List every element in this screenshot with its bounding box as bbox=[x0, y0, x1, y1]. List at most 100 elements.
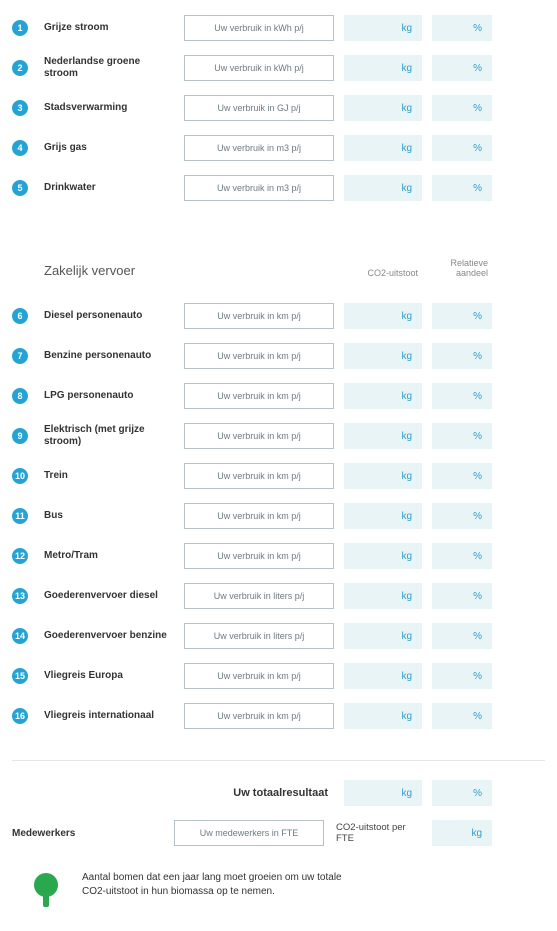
metric-kg: kg bbox=[344, 55, 422, 81]
row-label: Vliegreis Europa bbox=[44, 670, 174, 682]
metric-kg: kg bbox=[344, 383, 422, 409]
row-badge: 10 bbox=[12, 468, 28, 484]
row-badge: 9 bbox=[12, 428, 28, 444]
unit-kg: kg bbox=[471, 828, 482, 839]
metric-pct: % bbox=[432, 175, 492, 201]
consumption-input[interactable] bbox=[184, 383, 334, 409]
total-pct: % bbox=[432, 780, 492, 806]
row-label: Metro/Tram bbox=[44, 550, 174, 562]
metric-pct: % bbox=[432, 303, 492, 329]
metric-kg: kg bbox=[344, 95, 422, 121]
data-row: 12 Metro/Tram kg% bbox=[12, 536, 545, 576]
metric-pct: % bbox=[432, 463, 492, 489]
column-header-pct: Relatieve aandeel bbox=[432, 258, 492, 278]
row-label: Vliegreis internationaal bbox=[44, 710, 174, 722]
row-label: Grijze stroom bbox=[44, 22, 174, 34]
metric-kg: kg bbox=[344, 623, 422, 649]
data-row: 1 Grijze stroom kg% bbox=[12, 8, 545, 48]
fte-label: CO2-uitstoot per FTE bbox=[334, 822, 422, 844]
fte-kg: kg bbox=[432, 820, 492, 846]
row-badge: 11 bbox=[12, 508, 28, 524]
row-badge: 14 bbox=[12, 628, 28, 644]
consumption-input[interactable] bbox=[184, 703, 334, 729]
row-label: Elektrisch (met grijze stroom) bbox=[44, 424, 174, 448]
consumption-input[interactable] bbox=[184, 543, 334, 569]
metric-kg: kg bbox=[344, 135, 422, 161]
metric-pct: % bbox=[432, 423, 492, 449]
row-label: Goederenvervoer benzine bbox=[44, 630, 174, 642]
metric-pct: % bbox=[432, 583, 492, 609]
metric-kg: kg bbox=[344, 663, 422, 689]
consumption-input[interactable] bbox=[184, 15, 334, 41]
total-kg: kg bbox=[344, 780, 422, 806]
data-row: 15 Vliegreis Europa kg% bbox=[12, 656, 545, 696]
metric-pct: % bbox=[432, 15, 492, 41]
metric-pct: % bbox=[432, 95, 492, 121]
column-header-co2: CO2-uitstoot bbox=[344, 268, 422, 278]
metric-pct: % bbox=[432, 543, 492, 569]
data-row: 4Grijs gaskg% bbox=[12, 128, 545, 168]
metric-pct: % bbox=[432, 55, 492, 81]
data-row: 3Stadsverwarmingkg% bbox=[12, 88, 545, 128]
row-badge: 15 bbox=[12, 668, 28, 684]
metric-pct: % bbox=[432, 343, 492, 369]
metric-kg: kg bbox=[344, 583, 422, 609]
unit-kg: kg bbox=[401, 788, 412, 799]
total-row: Uw totaalresultaat kg % bbox=[12, 773, 545, 813]
row-label: Trein bbox=[44, 470, 174, 482]
medewerkers-label: Medewerkers bbox=[12, 828, 164, 839]
row-label: Nederlandse groene stroom bbox=[44, 56, 174, 80]
transport-section: 6Diesel personenautokg%7Benzine personen… bbox=[12, 296, 545, 736]
metric-kg: kg bbox=[344, 703, 422, 729]
row-label: Stadsverwarming bbox=[44, 102, 174, 114]
metric-pct: % bbox=[432, 383, 492, 409]
metric-kg: kg bbox=[344, 543, 422, 569]
row-label: Goederenvervoer diesel bbox=[44, 590, 174, 602]
data-row: 10 Trein kg% bbox=[12, 456, 545, 496]
row-badge: 12 bbox=[12, 548, 28, 564]
data-row: 14Goederenvervoer benzinekg% bbox=[12, 616, 545, 656]
consumption-input[interactable] bbox=[184, 583, 334, 609]
metric-pct: % bbox=[432, 703, 492, 729]
tree-icon bbox=[30, 871, 62, 911]
row-badge: 16 bbox=[12, 708, 28, 724]
metric-kg: kg bbox=[344, 175, 422, 201]
consumption-input[interactable] bbox=[184, 135, 334, 161]
metric-kg: kg bbox=[344, 15, 422, 41]
consumption-input[interactable] bbox=[184, 663, 334, 689]
tree-row: Aantal bomen dat een jaar lang moet groe… bbox=[12, 871, 545, 911]
metric-kg: kg bbox=[344, 303, 422, 329]
section-title: Zakelijk vervoer bbox=[44, 263, 174, 278]
data-row: 8 LPG personenauto kg% bbox=[12, 376, 545, 416]
metric-kg: kg bbox=[344, 503, 422, 529]
row-badge: 13 bbox=[12, 588, 28, 604]
consumption-input[interactable] bbox=[184, 503, 334, 529]
row-label: LPG personenauto bbox=[44, 390, 174, 402]
row-label: Bus bbox=[44, 510, 174, 522]
consumption-input[interactable] bbox=[184, 343, 334, 369]
data-row: 16 Vliegreis internationaal kg% bbox=[12, 696, 545, 736]
data-row: 13 Goederenvervoer diesel kg% bbox=[12, 576, 545, 616]
consumption-input[interactable] bbox=[184, 303, 334, 329]
consumption-input[interactable] bbox=[184, 175, 334, 201]
divider bbox=[12, 760, 545, 761]
transport-section-header: Zakelijk vervoer CO2-uitstoot Relatieve … bbox=[12, 258, 545, 278]
medewerkers-input[interactable] bbox=[174, 820, 324, 846]
row-badge: 1 bbox=[12, 20, 28, 36]
row-badge: 5 bbox=[12, 180, 28, 196]
consumption-input[interactable] bbox=[184, 55, 334, 81]
consumption-input[interactable] bbox=[184, 623, 334, 649]
metric-pct: % bbox=[432, 663, 492, 689]
consumption-input[interactable] bbox=[184, 463, 334, 489]
data-row: 7Benzine personenautokg% bbox=[12, 336, 545, 376]
data-row: 5 Drinkwater kg% bbox=[12, 168, 545, 208]
energy-section: 1Grijze stroomkg%2Nederlandse groene str… bbox=[12, 8, 545, 208]
consumption-input[interactable] bbox=[184, 423, 334, 449]
metric-kg: kg bbox=[344, 463, 422, 489]
data-row: 2Nederlandse groene stroomkg% bbox=[12, 48, 545, 88]
metric-kg: kg bbox=[344, 343, 422, 369]
row-label: Grijs gas bbox=[44, 142, 174, 154]
row-label: Drinkwater bbox=[44, 182, 174, 194]
row-badge: 8 bbox=[12, 388, 28, 404]
consumption-input[interactable] bbox=[184, 95, 334, 121]
